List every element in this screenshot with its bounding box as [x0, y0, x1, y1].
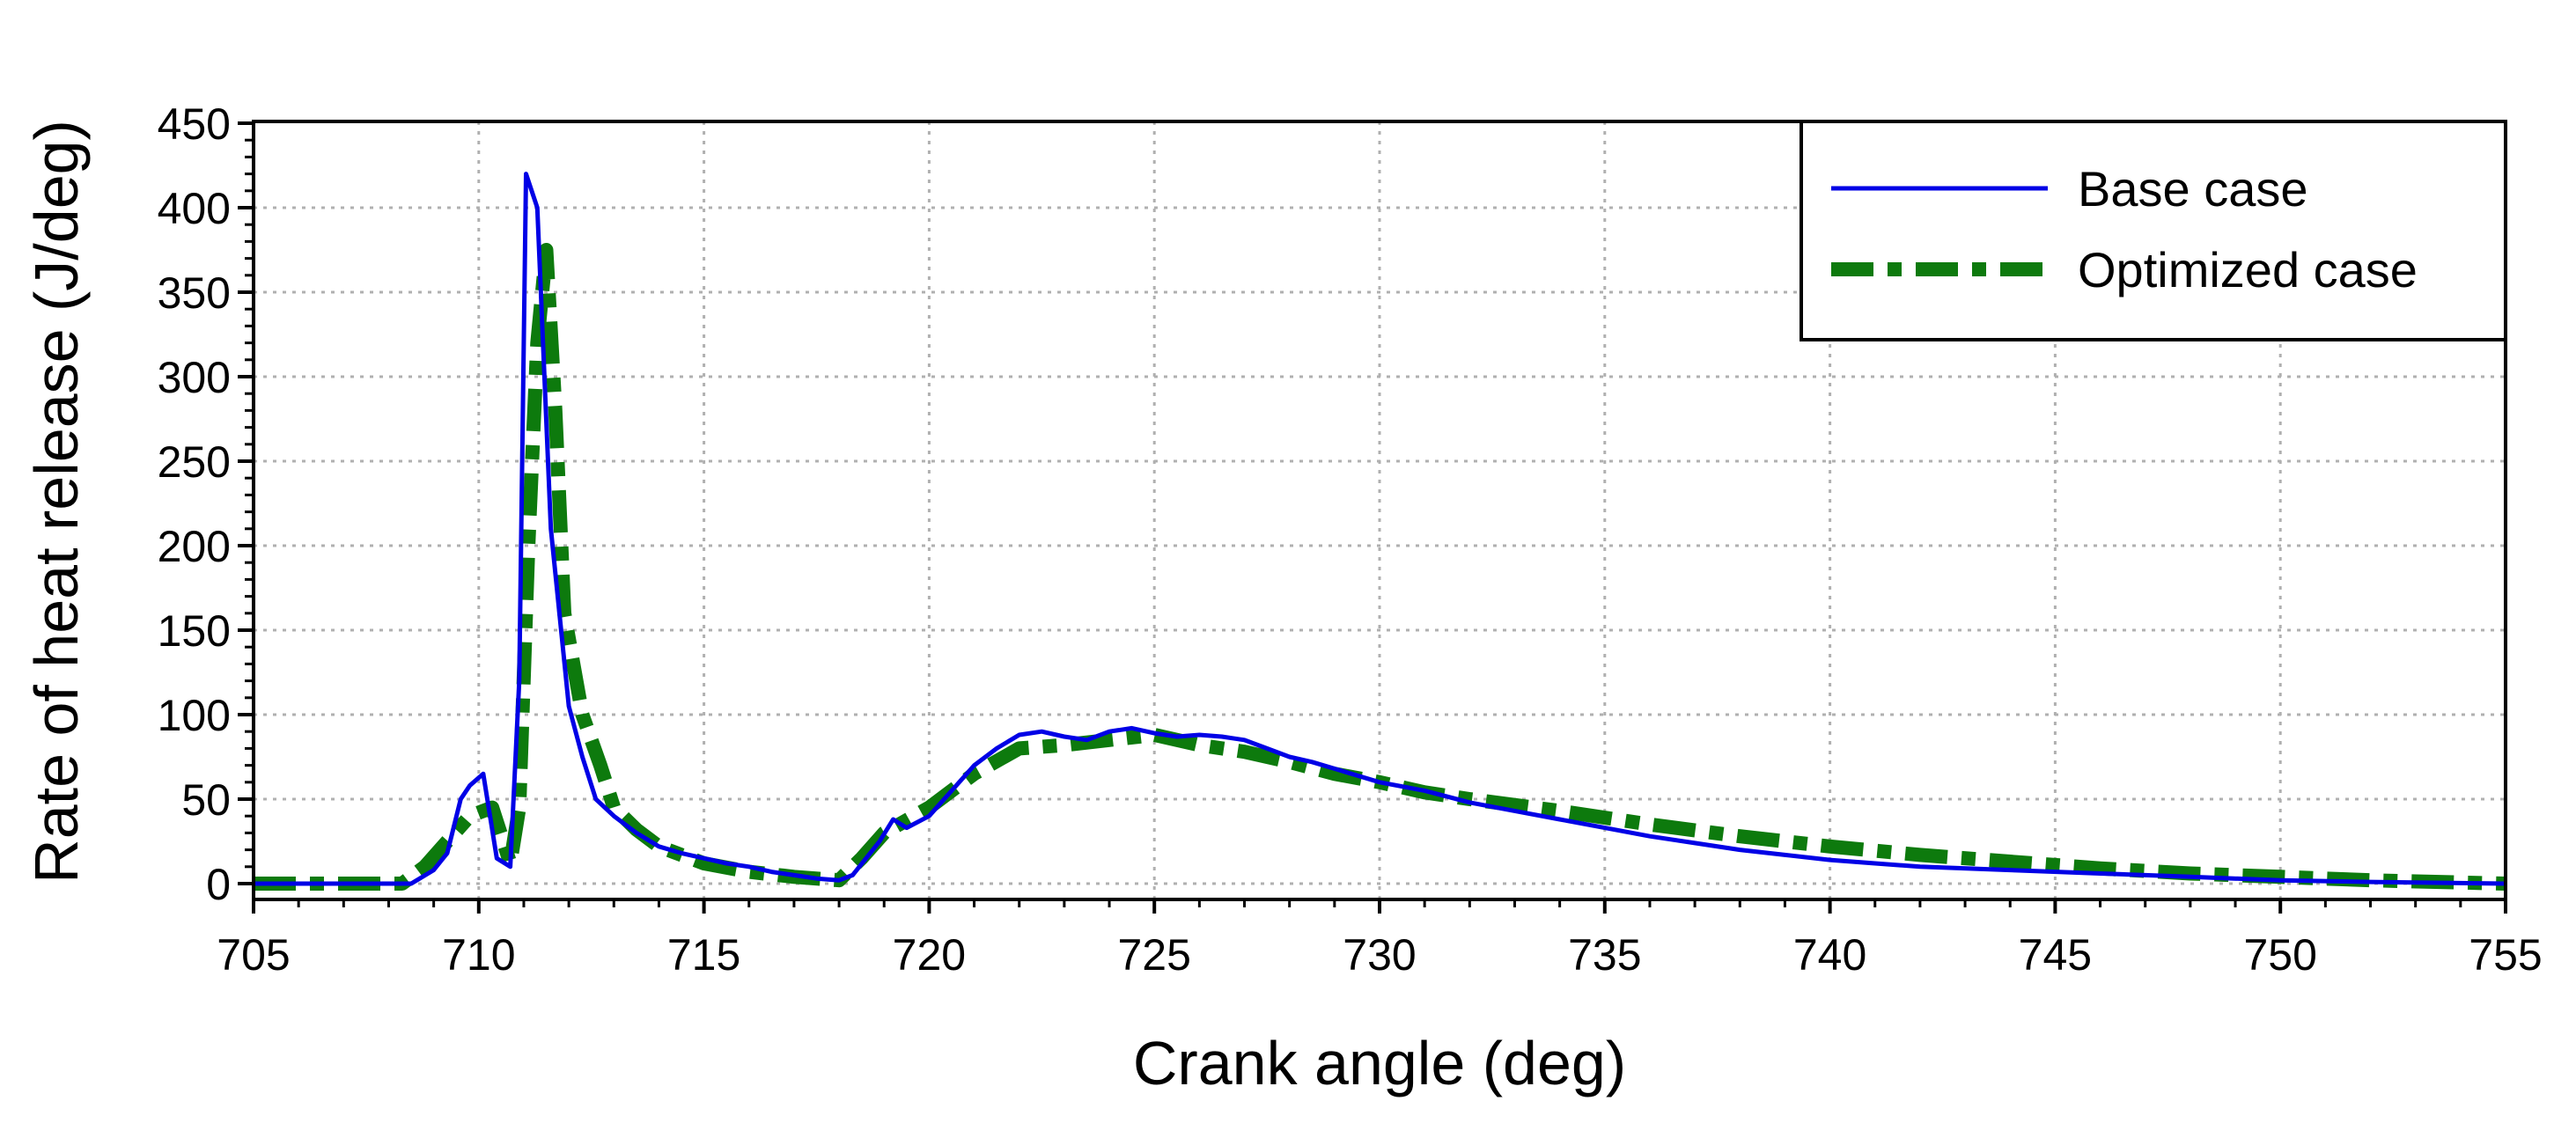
y-tick-label: 0 — [206, 860, 231, 909]
y-tick-label: 150 — [158, 606, 231, 656]
y-tick-label: 200 — [158, 522, 231, 571]
series-line-base-case — [254, 172, 2506, 886]
y-tick-label: 450 — [158, 99, 231, 149]
x-tick-label: 735 — [1568, 930, 1641, 980]
y-tick-label: 50 — [181, 775, 231, 825]
legend: Base case Optimized case — [1800, 120, 2507, 341]
legend-box — [1800, 120, 2507, 341]
x-axis-title: Crank angle (deg) — [1133, 1029, 1626, 1097]
y-axis-title: Rate of heat release (J/deg) — [22, 120, 91, 884]
x-tick-label: 705 — [217, 930, 290, 980]
series-line-optimized-case — [254, 243, 2506, 891]
axis-ticks: 705 710 715 720 725 730 735 740 745 750 755 0 50 100 1… — [158, 99, 2543, 980]
x-tick-label: 725 — [1117, 930, 1190, 980]
y-tick-label: 350 — [158, 268, 231, 318]
legend-label-base-case: Base case — [2078, 161, 2308, 217]
legend-label-optimized-case: Optimized case — [2078, 242, 2418, 297]
y-tick-label: 250 — [158, 437, 231, 487]
x-tick-label: 720 — [893, 930, 966, 980]
x-tick-label: 755 — [2469, 930, 2542, 980]
x-tick-label: 740 — [1793, 930, 1866, 980]
x-tick-label: 715 — [667, 930, 740, 980]
x-tick-label: 730 — [1343, 930, 1416, 980]
y-tick-label: 100 — [158, 691, 231, 740]
series-layer — [254, 172, 2506, 891]
y-tick-label: 300 — [158, 353, 231, 402]
grid-lines — [254, 121, 2506, 899]
y-tick-label: 400 — [158, 184, 231, 233]
x-tick-label: 710 — [442, 930, 515, 980]
x-tick-label: 745 — [2019, 930, 2092, 980]
x-tick-label: 750 — [2243, 930, 2316, 980]
